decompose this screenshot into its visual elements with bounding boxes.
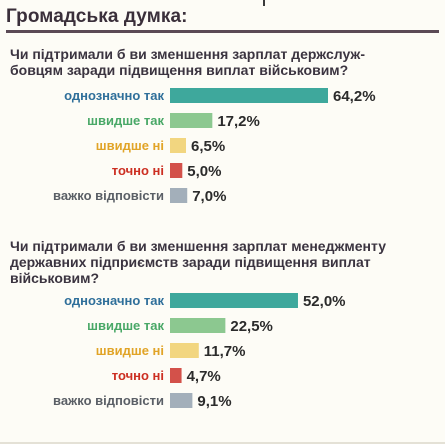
chart-2: однозначно так 52,0% швидше так 22,5% швидше… bbox=[53, 293, 346, 410]
question-2-line-1: Чи підтримали б ви зменшення зарплат мен… bbox=[10, 238, 386, 254]
category-label: однозначно так bbox=[64, 88, 164, 103]
category-label: точно ні bbox=[112, 163, 164, 178]
bar bbox=[170, 393, 193, 408]
footer-divider bbox=[0, 442, 445, 444]
bar bbox=[170, 88, 328, 103]
value-label: 9,1% bbox=[197, 393, 231, 410]
bar bbox=[170, 368, 182, 383]
value-label: 6,5% bbox=[191, 138, 225, 155]
category-label: точно ні bbox=[112, 368, 164, 383]
question-1-line-2: бовцям заради підвищення виплат військов… bbox=[10, 62, 349, 78]
bar bbox=[170, 138, 186, 153]
category-label: важко відповісти bbox=[53, 188, 164, 203]
value-label: 5,0% bbox=[187, 163, 221, 180]
bar bbox=[170, 113, 213, 128]
bar bbox=[170, 318, 226, 333]
question-2-line-2: державних підприємств заради підвищення … bbox=[10, 254, 371, 270]
value-label: 11,7% bbox=[204, 343, 246, 360]
bar bbox=[170, 293, 298, 308]
value-label: 4,7% bbox=[187, 368, 221, 385]
title-divider bbox=[6, 30, 439, 33]
category-label: швидше так bbox=[87, 113, 164, 128]
value-label: 17,2% bbox=[217, 113, 260, 130]
top-edge-mark bbox=[263, 0, 265, 6]
value-label: 7,0% bbox=[192, 188, 226, 205]
question-1: Чи підтримали б ви зменшення зарплат дер… bbox=[10, 46, 415, 78]
category-label: важко відповісти bbox=[53, 393, 164, 408]
chart-1: однозначно так 64,2% швидше так 17,2% швидше… bbox=[53, 88, 376, 205]
category-label: швидше ні bbox=[96, 138, 164, 153]
bar bbox=[170, 343, 199, 358]
bar bbox=[170, 163, 183, 178]
value-label: 52,0% bbox=[303, 293, 346, 310]
category-label: швидше так bbox=[87, 318, 164, 333]
question-2: Чи підтримали б ви зменшення зарплат мен… bbox=[10, 238, 415, 286]
value-label: 64,2% bbox=[333, 88, 376, 105]
page-title: Громадська думка: bbox=[6, 6, 188, 27]
category-label: однозначно так bbox=[64, 293, 164, 308]
question-2-line-3: військовим? bbox=[10, 270, 99, 286]
question-1-line-1: Чи підтримали б ви зменшення зарплат дер… bbox=[10, 46, 366, 62]
bar bbox=[170, 188, 188, 203]
category-label: швидше ні bbox=[96, 343, 164, 358]
value-label: 22,5% bbox=[230, 318, 273, 335]
